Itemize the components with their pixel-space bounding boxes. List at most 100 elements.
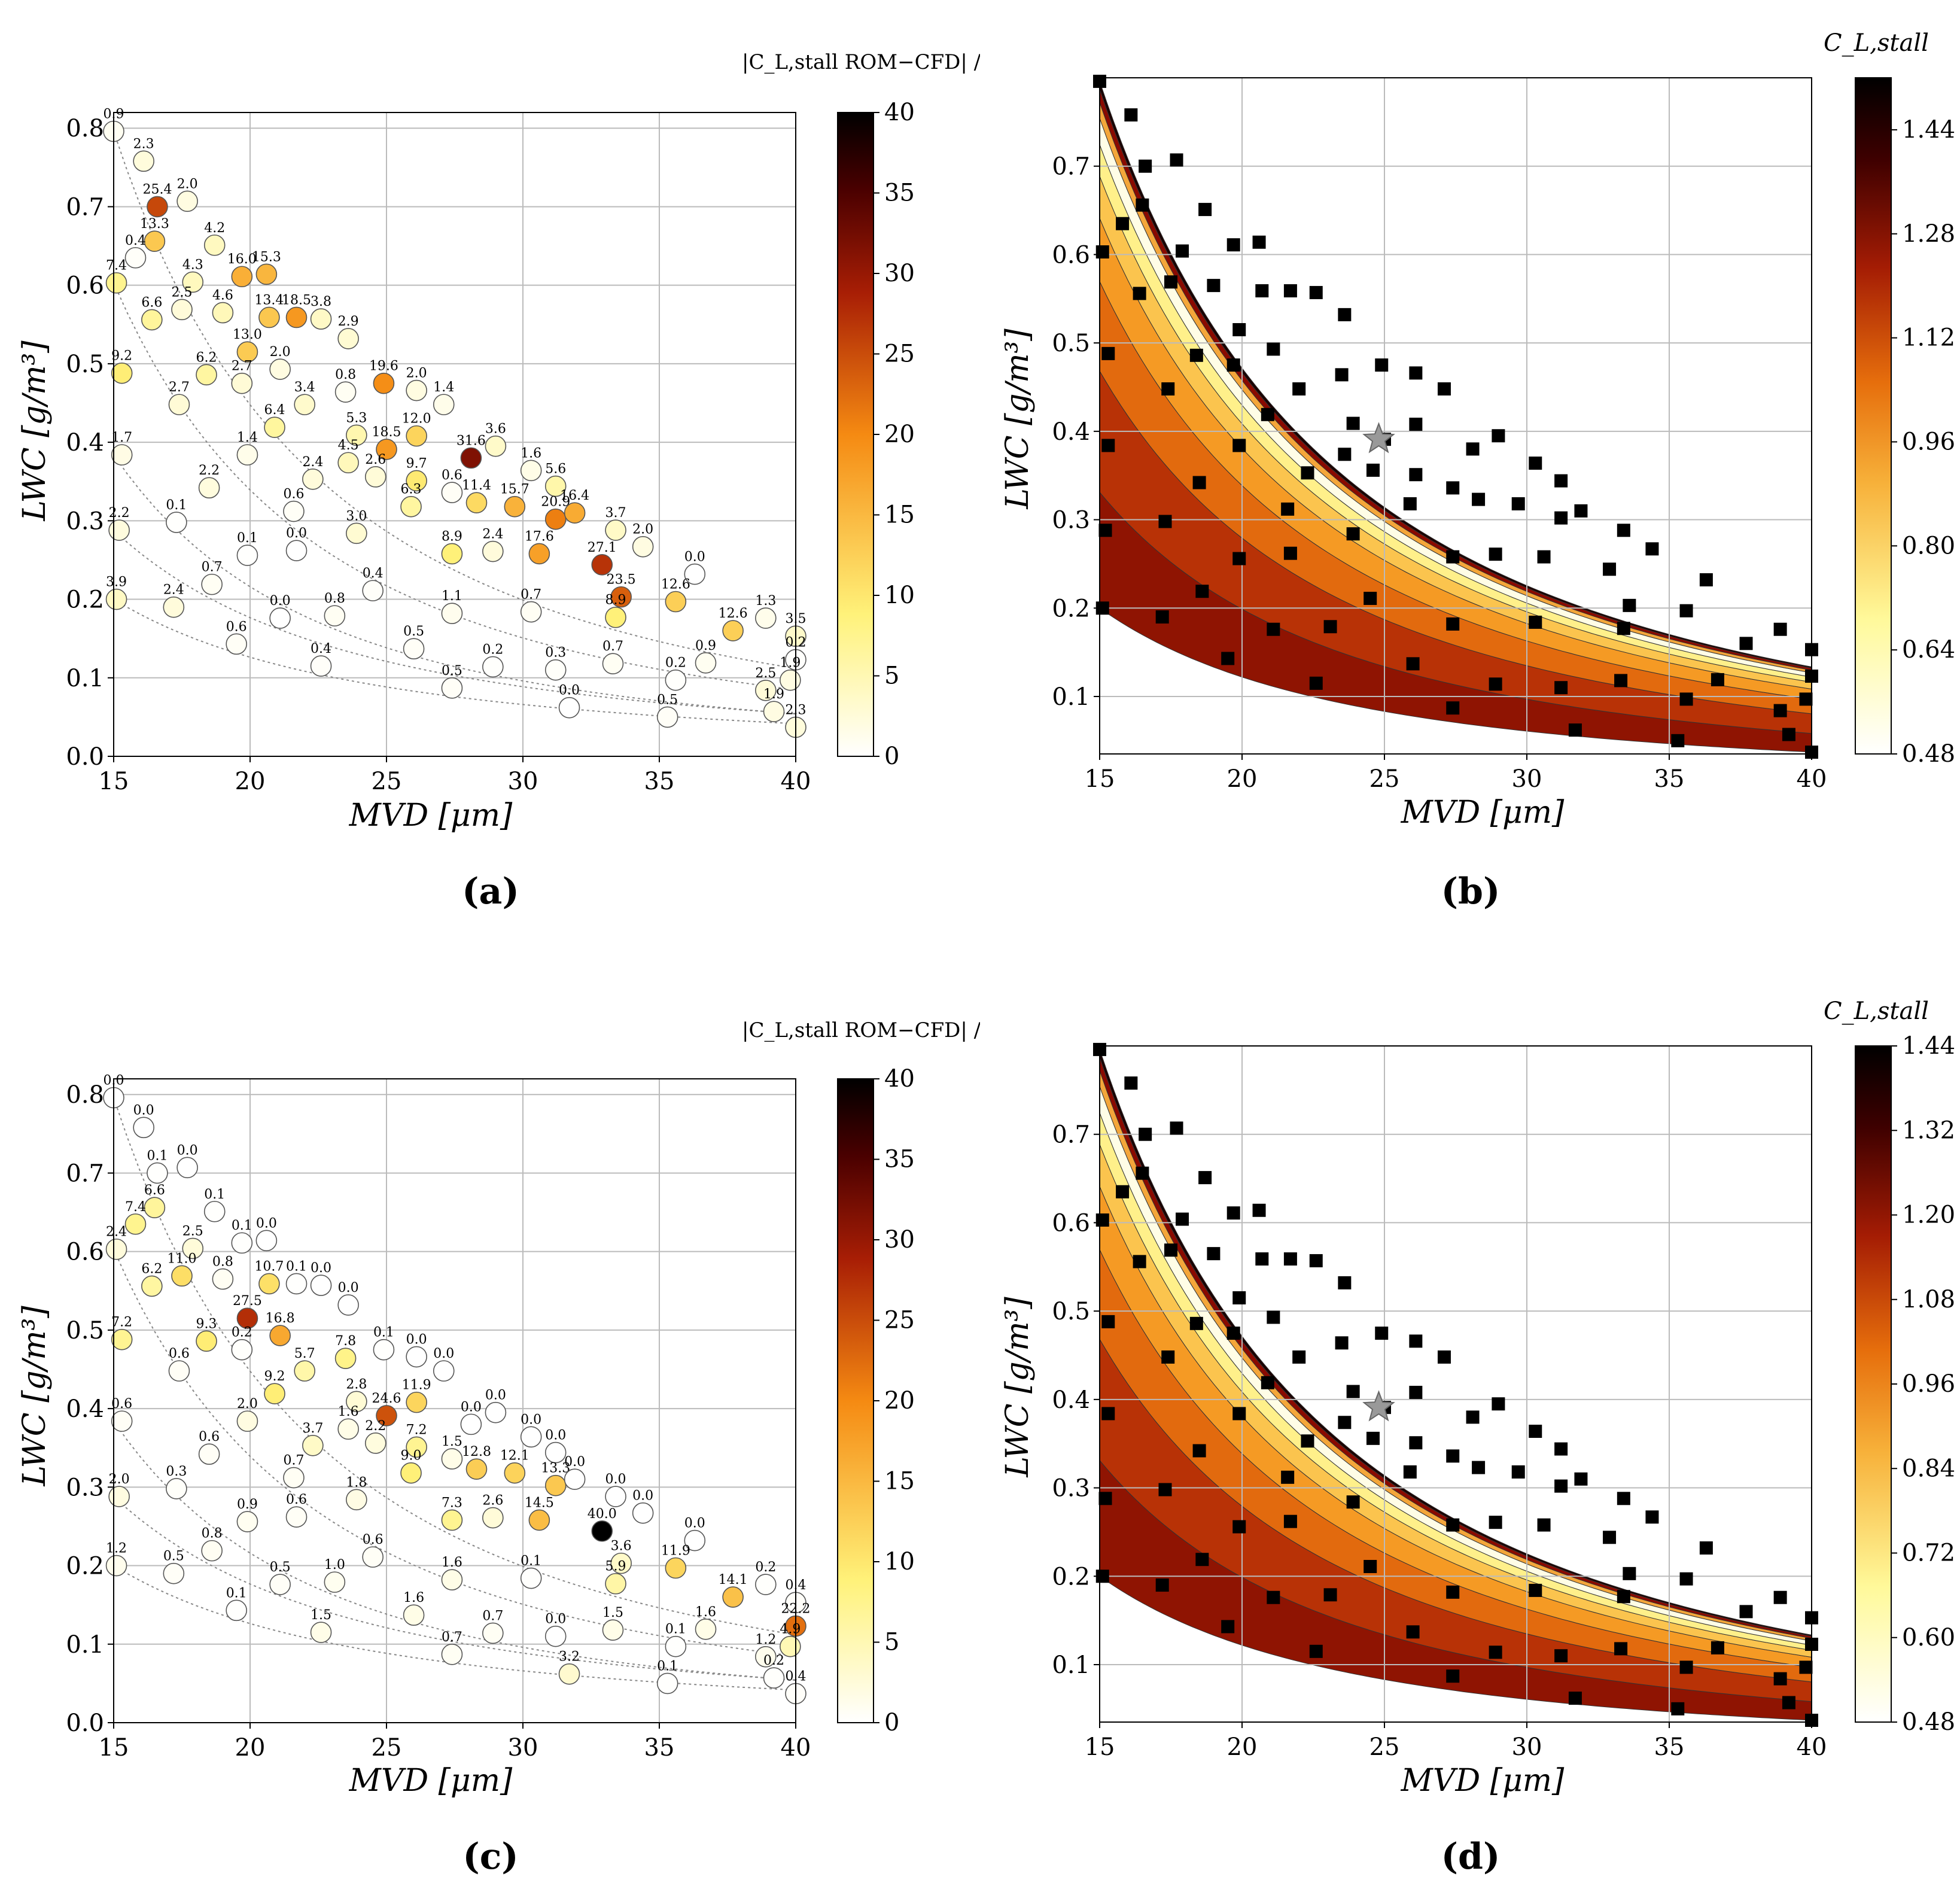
pa-point-label: 0.2: [482, 642, 503, 657]
pa-point-label: 0.4: [363, 566, 384, 581]
pa-point: [605, 519, 626, 541]
pa-point: [441, 482, 463, 503]
pc-point-label: 0.1: [373, 1325, 394, 1340]
pc-point-label: 0.0: [311, 1261, 331, 1276]
pa-cbar-tick-label: 5: [884, 662, 899, 690]
pa-point: [147, 196, 168, 218]
pd-sample-marker: [1338, 1276, 1352, 1289]
pb-cbar-tick-label: 0.48: [1902, 740, 1955, 768]
pb-sample-marker: [1446, 701, 1460, 715]
pa-point-label: 0.4: [125, 233, 146, 248]
pa-point-label: 7.4: [106, 258, 127, 273]
pc-point-label: 2.2: [365, 1419, 386, 1434]
pb-sample-marker: [1338, 448, 1352, 461]
pd-cbar-tick-label: 0.48: [1902, 1708, 1955, 1736]
pc-ytick-label: 0.4: [66, 1395, 104, 1423]
pa-point: [231, 372, 253, 394]
pb-xtick-label: 20: [1227, 765, 1258, 793]
pb-sample-marker: [1283, 546, 1297, 560]
pa-point-label: 2.4: [302, 455, 323, 470]
pb-sample-marker: [1446, 617, 1460, 631]
pc-point: [406, 1391, 427, 1413]
pa-point-label: 25.4: [142, 182, 172, 197]
pb-sample-marker: [1446, 481, 1460, 495]
pa-point-label: 4.3: [182, 257, 203, 272]
pa-point: [528, 543, 550, 565]
pd-sample-marker: [1489, 1645, 1502, 1659]
pa-point: [665, 669, 687, 691]
panel-a-plot-area: 15 20 25 30 35 40 0.0 0.1 0.2 0.3 0.4 0.5 0.6 0.7 0.8 0…: [66, 107, 811, 795]
pd-sample-marker: [1472, 1461, 1486, 1474]
pc-point-label: 0.1: [665, 1622, 686, 1637]
pd-sample-marker: [1098, 1492, 1112, 1505]
pb-ytick-label: 0.6: [1052, 241, 1090, 269]
pa-point-label: 2.0: [632, 522, 653, 537]
pb-sample-marker: [1261, 407, 1274, 421]
pa-point: [337, 328, 359, 349]
pc-point: [334, 1348, 357, 1369]
pd-sample-marker: [1292, 1350, 1306, 1364]
pc-point: [294, 1360, 316, 1382]
pd-sample-marker: [1409, 1386, 1423, 1400]
pc-point-label: 3.2: [559, 1650, 580, 1665]
pc-point-label: 12.8: [462, 1444, 491, 1459]
pc-point-label: 13.3: [541, 1461, 570, 1476]
pb-sample-marker: [1614, 674, 1628, 688]
pa-xtick-label: 30: [508, 768, 538, 795]
pc-point: [285, 1506, 308, 1528]
pa-point-label: 0.0: [286, 526, 307, 541]
pd-sample-marker: [1198, 1171, 1212, 1185]
pb-sample-marker: [1255, 284, 1269, 297]
pa-point: [406, 425, 427, 447]
pa-point-label: 1.4: [433, 380, 454, 395]
pd-cbar-tick-label: 1.08: [1902, 1286, 1955, 1313]
pc-point-label: 0.0: [564, 1455, 585, 1470]
pa-point: [283, 500, 305, 522]
pc-point: [605, 1572, 626, 1595]
pb-sample-marker: [1189, 348, 1203, 362]
pa-xtick-label: 20: [235, 768, 266, 795]
pd-sample-marker: [1267, 1590, 1280, 1604]
pc-point: [203, 1200, 226, 1222]
pa-cbar-tick-label: 20: [884, 421, 915, 448]
pd-sample-marker: [1437, 1350, 1451, 1364]
pa-point-label: 0.1: [237, 531, 258, 546]
pd-sample-marker: [1446, 1585, 1460, 1599]
pa-point: [482, 540, 504, 562]
pb-sample-marker: [1511, 497, 1525, 510]
pa-point: [269, 607, 291, 629]
pc-point-label: 11.9: [661, 1543, 690, 1558]
pa-ytick-label: 0.8: [66, 115, 104, 142]
pd-sample-marker: [1679, 1572, 1693, 1586]
pd-sample-marker: [1375, 1327, 1389, 1340]
pd-cbar-tick-label: 1.32: [1902, 1117, 1955, 1144]
pa-isoline: [113, 530, 796, 714]
panel-d-colorbar-title: C_L,stall: [1824, 997, 1929, 1025]
pa-point: [755, 679, 777, 701]
pc-point-label: 0.7: [442, 1630, 462, 1645]
pa-ytick-label: 0.0: [66, 743, 104, 771]
pc-frame: [113, 1078, 796, 1723]
pb-sample-marker: [1554, 681, 1568, 695]
pc-point-label: 0.0: [133, 1103, 154, 1118]
pd-sample-marker: [1346, 1495, 1360, 1509]
pa-point: [201, 573, 223, 595]
pc-point: [231, 1339, 253, 1361]
pd-sample-marker: [1739, 1605, 1753, 1619]
pb-sample-marker: [1192, 476, 1206, 489]
pa-point-label: 13.3: [140, 217, 169, 232]
pb-sample-marker: [1739, 637, 1753, 650]
pd-sample-marker: [1446, 1518, 1460, 1532]
pa-point: [258, 306, 280, 328]
pa-point: [231, 266, 253, 288]
pc-point-label: 0.6: [286, 1492, 307, 1507]
pa-point-label: 11.4: [462, 478, 491, 493]
pc-point: [755, 1645, 777, 1668]
pb-sample-marker: [1574, 504, 1588, 518]
pa-point: [264, 416, 285, 438]
pd-sample-marker: [1511, 1465, 1525, 1479]
pd-sample-marker: [1699, 1541, 1713, 1555]
pc-point-label: 7.4: [125, 1200, 146, 1215]
pa-point-label: 1.6: [521, 446, 541, 461]
pc-cbar-tick-label: 5: [884, 1629, 899, 1656]
